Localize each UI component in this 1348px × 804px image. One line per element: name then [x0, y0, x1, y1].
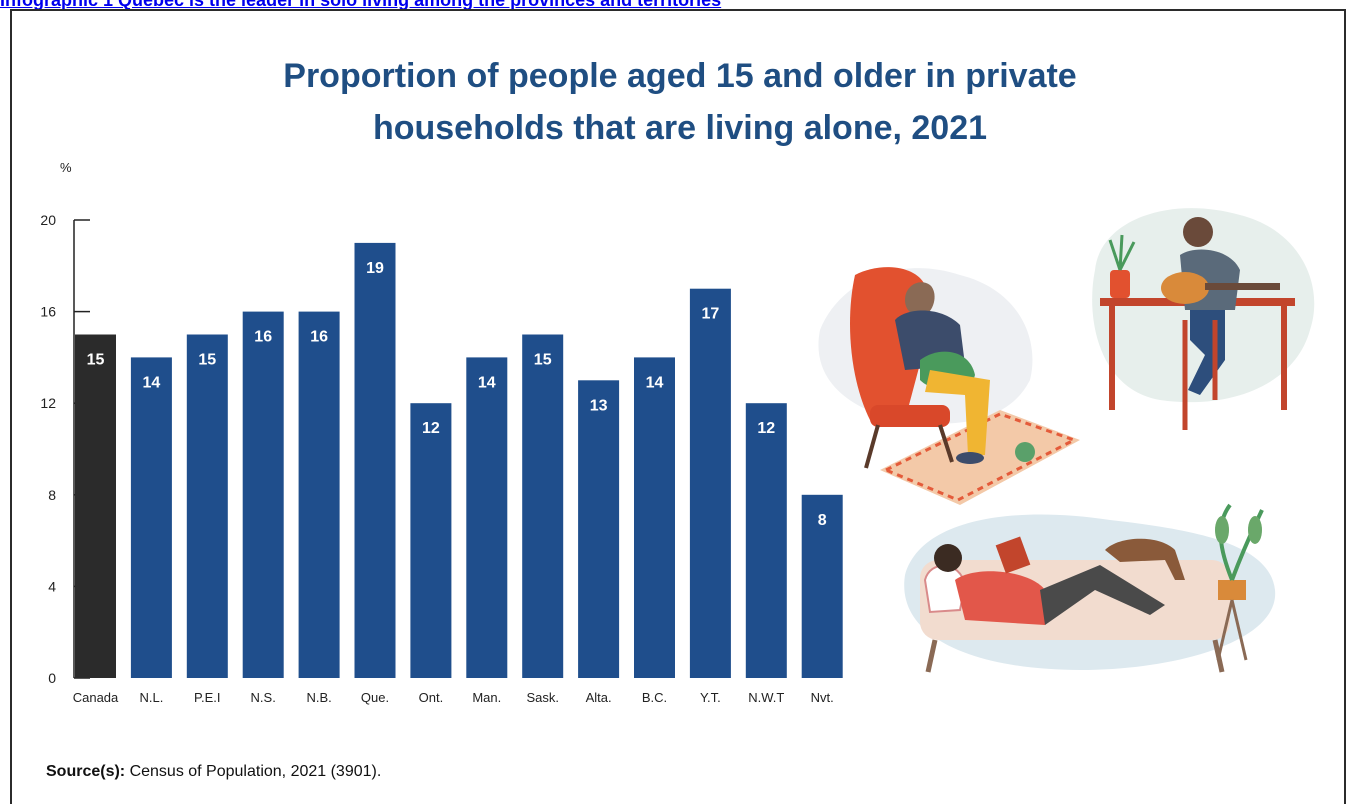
x-category-label: Sask.	[526, 690, 559, 705]
x-category-label: Que.	[361, 690, 389, 705]
y-axis-unit-label: %	[60, 160, 72, 175]
bar-ont	[410, 403, 452, 678]
bar-sask	[522, 334, 564, 678]
illustrations	[818, 208, 1315, 673]
x-category-label: Nvt.	[811, 690, 834, 705]
bar-value-label: 14	[646, 374, 664, 391]
bars: 15 Canada 14 N.L. 15 P.E.I 16 N.S. 16 N.B. 19 Que. 1…	[73, 242, 843, 705]
woman-knitting-armchair-illustration	[818, 267, 1080, 505]
bar-nwt	[745, 403, 787, 678]
source-label: Source(s):	[46, 763, 126, 780]
bar-bc	[634, 357, 675, 678]
bar-canada	[75, 334, 116, 678]
bar-value-label: 15	[534, 352, 552, 369]
bar-nvt	[801, 494, 843, 678]
x-category-label: P.E.I	[194, 690, 221, 705]
bar-value-label: 16	[310, 329, 328, 346]
x-category-label: Man.	[472, 690, 501, 705]
bar-value-label: 13	[590, 397, 608, 414]
bar-value-label: 8	[818, 512, 827, 529]
y-tick-label: 0	[48, 670, 56, 686]
bar-value-label: 17	[702, 306, 720, 323]
bar-pei	[186, 334, 228, 678]
x-category-label: B.C.	[642, 690, 667, 705]
bar-ns	[242, 311, 284, 678]
x-category-label: Ont.	[419, 690, 444, 705]
bar-value-label: 15	[198, 352, 216, 369]
bar-value-label: 12	[422, 420, 440, 437]
bar-value-label: 19	[366, 260, 384, 277]
y-tick-label: 4	[48, 578, 56, 594]
bar-value-label: 14	[478, 374, 496, 391]
bar-value-label: 14	[143, 374, 161, 391]
y-tick-label: 8	[48, 487, 56, 503]
bar-man	[466, 357, 508, 678]
chart-title-line-1: Proportion of people aged 15 and older i…	[283, 57, 1077, 95]
bar-nl	[130, 357, 172, 678]
bar-que	[354, 242, 396, 678]
bar-yt	[689, 288, 731, 678]
infographic-title-link[interactable]: Infographic 1 Québec is the leader in so…	[0, 0, 1348, 9]
infographic-frame	[10, 9, 1346, 804]
chart-title-line-2: households that are living alone, 2021	[372, 109, 988, 147]
woman-playing-guitar-illustration	[1092, 208, 1315, 430]
y-tick-label: 12	[40, 395, 56, 411]
y-tick-label: 16	[40, 304, 56, 320]
source-text: Census of Population, 2021 (3901).	[125, 763, 382, 780]
bar-value-label: 16	[254, 329, 272, 346]
chart-title: Proportion of people aged 15 and older i…	[120, 50, 1240, 154]
x-category-label: N.B.	[306, 690, 331, 705]
y-tick-label: 20	[40, 212, 56, 228]
x-category-label: N.S.	[251, 690, 276, 705]
bar-nb	[298, 311, 340, 678]
bar-alta	[578, 380, 620, 678]
bar-value-label: 12	[757, 420, 775, 437]
bar-value-label: 15	[87, 352, 105, 369]
x-category-label: N.W.T	[748, 690, 784, 705]
x-category-label: Canada	[73, 690, 119, 705]
source-note: Source(s): Census of Population, 2021 (3…	[46, 763, 381, 781]
x-category-label: Alta.	[586, 690, 612, 705]
x-category-label: N.L.	[139, 690, 163, 705]
man-reading-on-sofa-with-cat-illustration	[904, 503, 1276, 673]
x-category-label: Y.T.	[700, 690, 721, 705]
